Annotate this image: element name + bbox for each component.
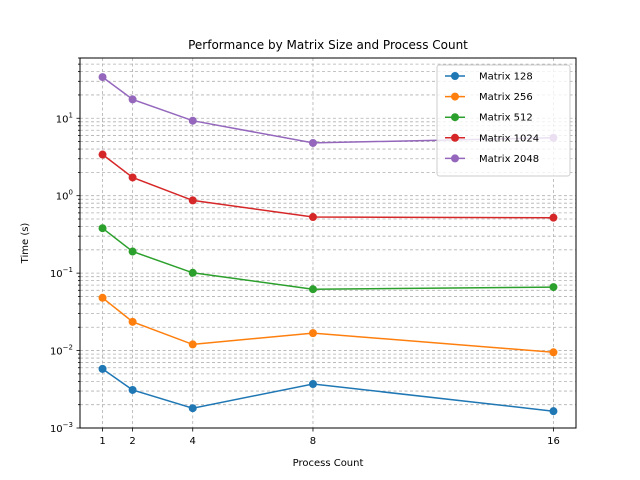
y-tick-label: 10−1 xyxy=(50,266,73,280)
data-point-matrix-2048 xyxy=(98,73,107,82)
data-point-matrix-128 xyxy=(188,404,197,413)
legend-marker-matrix-256 xyxy=(451,92,459,101)
legend-marker-matrix-512 xyxy=(451,113,459,122)
y-tick-label: 100 xyxy=(56,189,73,203)
data-point-matrix-512 xyxy=(549,283,558,292)
x-tick-label: 1 xyxy=(99,436,105,447)
x-tick-label: 8 xyxy=(310,436,316,447)
x-tick-label: 16 xyxy=(547,436,560,447)
data-point-matrix-128 xyxy=(98,364,107,373)
data-point-matrix-1024 xyxy=(98,150,107,159)
legend-label-matrix-128: Matrix 128 xyxy=(479,72,533,83)
data-point-matrix-128 xyxy=(308,380,317,389)
data-point-matrix-1024 xyxy=(308,213,317,222)
legend-label-matrix-512: Matrix 512 xyxy=(479,113,533,124)
data-point-matrix-1024 xyxy=(188,196,197,205)
data-point-matrix-2048 xyxy=(188,116,197,125)
data-point-matrix-256 xyxy=(98,293,107,302)
series-line-matrix-256 xyxy=(102,297,554,354)
data-point-matrix-512 xyxy=(308,285,317,294)
x-tick-label: 4 xyxy=(190,436,196,447)
data-point-matrix-512 xyxy=(128,247,137,256)
data-point-matrix-1024 xyxy=(128,173,137,182)
data-point-matrix-256 xyxy=(128,317,137,326)
legend-label-matrix-1024: Matrix 1024 xyxy=(479,133,539,144)
y-tick-label: 101 xyxy=(56,111,73,125)
legend-marker-matrix-128 xyxy=(451,72,459,80)
data-point-matrix-256 xyxy=(549,348,558,357)
x-axis-label: Process Count xyxy=(293,458,364,469)
y-axis-label: Time (s) xyxy=(20,223,31,265)
data-point-matrix-256 xyxy=(188,340,197,349)
series-group xyxy=(98,73,558,416)
x-tick-label: 2 xyxy=(129,436,135,447)
data-point-matrix-128 xyxy=(128,385,137,394)
data-point-matrix-1024 xyxy=(549,213,558,222)
axes-frame xyxy=(79,57,577,429)
data-point-matrix-128 xyxy=(549,407,558,416)
legend-label-matrix-2048: Matrix 2048 xyxy=(479,154,539,165)
axis-ticks: 1 2 4 8 16 10−3 10−2 10−1 100 101 xyxy=(50,57,560,447)
y-tick-label: 10−2 xyxy=(50,344,73,358)
data-point-matrix-512 xyxy=(98,224,107,233)
data-point-matrix-2048 xyxy=(308,138,317,147)
legend-marker-matrix-2048 xyxy=(451,154,459,163)
legend-marker-matrix-1024 xyxy=(451,133,459,142)
data-point-matrix-256 xyxy=(308,329,317,338)
data-point-matrix-2048 xyxy=(128,95,137,104)
y-tick-label: 10−3 xyxy=(50,421,73,435)
legend-box xyxy=(436,64,571,177)
chart-title: Performance by Matrix Size and Process C… xyxy=(188,38,468,52)
data-point-matrix-512 xyxy=(188,268,197,277)
legend: Matrix 128 Matrix 256 Matrix 512 Matrix 102… xyxy=(436,64,571,177)
series-line-matrix-512 xyxy=(102,227,554,290)
legend-label-matrix-256: Matrix 256 xyxy=(479,92,533,103)
